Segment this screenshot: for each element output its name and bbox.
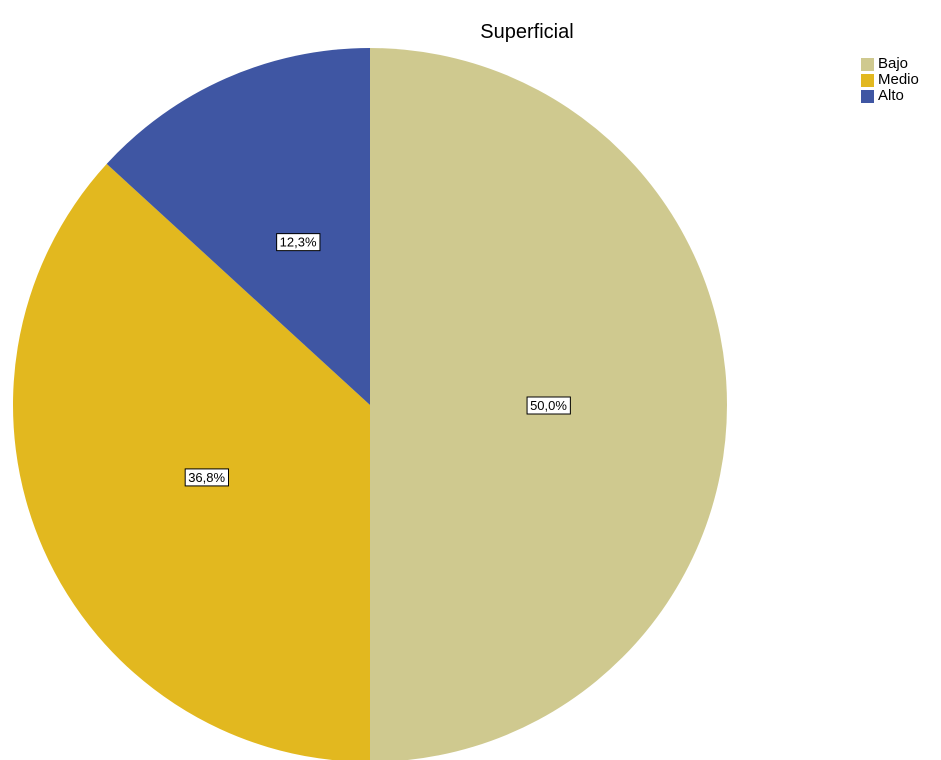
- slice-label-box: [526, 396, 571, 415]
- slice-value-label: 12,3%: [280, 235, 317, 250]
- legend-swatch: [861, 73, 874, 87]
- legend-item-alto: Alto: [861, 88, 919, 104]
- legend-swatch: [861, 57, 874, 71]
- slice-label-medio: 36,8%: [184, 468, 229, 487]
- slice-label-box: [276, 233, 321, 252]
- legend-item-bajo: Bajo: [861, 56, 919, 72]
- slice-label-alto: 12,3%: [276, 233, 321, 252]
- legend: Bajo Medio Alto: [861, 56, 919, 104]
- legend-item-medio: Medio: [861, 72, 919, 88]
- pie-slice-medio: [13, 163, 370, 760]
- pie-slices: [13, 48, 727, 760]
- legend-label: Bajo: [878, 55, 909, 72]
- legend-swatch: [861, 89, 874, 103]
- legend-label: Alto: [878, 87, 904, 104]
- slice-value-label: 36,8%: [188, 470, 225, 485]
- chart-title: Superficial: [480, 21, 573, 43]
- pie-slice-alto: [106, 48, 370, 405]
- legend-label: Medio: [878, 71, 919, 88]
- slice-label-bajo: 50,0%: [526, 396, 571, 415]
- slice-value-label: 50,0%: [530, 398, 567, 413]
- slice-label-box: [184, 468, 229, 487]
- slice-labels: 50,0% 36,8% 12,3%: [184, 233, 571, 487]
